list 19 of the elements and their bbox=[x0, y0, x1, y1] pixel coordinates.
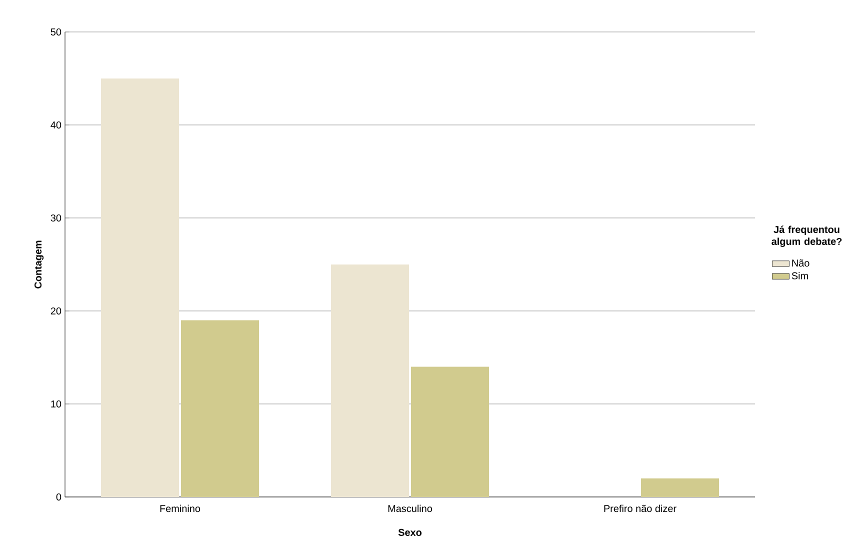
bar bbox=[101, 78, 180, 497]
y-tick-label: 10 bbox=[51, 400, 62, 408]
y-tick-label: 30 bbox=[50, 214, 62, 222]
bar bbox=[411, 366, 490, 497]
x-tick-label: Feminino bbox=[160, 504, 200, 512]
legend-label: Não bbox=[792, 259, 810, 267]
bar bbox=[181, 320, 260, 497]
y-tick-label: 40 bbox=[50, 121, 62, 129]
y-axis-title: Contagem bbox=[34, 240, 44, 288]
y-tick-label: 50 bbox=[50, 28, 62, 36]
bar bbox=[331, 264, 410, 497]
bar bbox=[641, 478, 720, 497]
x-axis-title: Sexo bbox=[398, 528, 422, 536]
legend-title: Já frequentou algum debate? bbox=[772, 226, 842, 248]
y-tick-label: 0 bbox=[56, 493, 62, 501]
x-tick-label: Masculino bbox=[388, 504, 432, 512]
x-tick-label: Prefiro não dizer bbox=[604, 504, 676, 512]
y-tick-label: 20 bbox=[50, 307, 62, 315]
legend-label: Sim bbox=[792, 272, 808, 280]
